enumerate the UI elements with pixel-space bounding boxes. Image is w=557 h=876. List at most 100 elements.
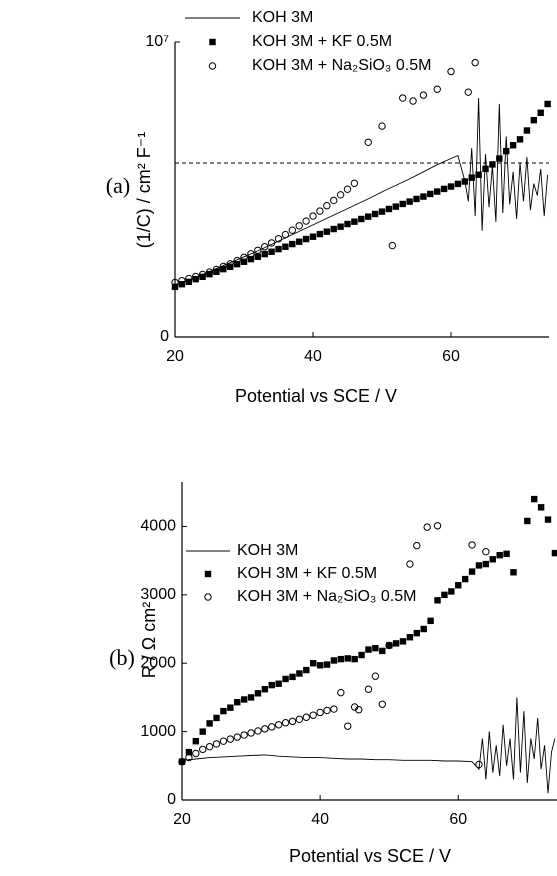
square-marker (399, 200, 406, 208)
circle-marker (171, 278, 179, 287)
square-marker (537, 109, 544, 116)
x-tick-label: 20 (166, 348, 184, 365)
square-marker (406, 634, 414, 641)
y-axis-title: R / Ω cm² (139, 602, 159, 678)
circle-marker (309, 711, 317, 719)
circle-marker (378, 122, 386, 130)
square-marker (206, 270, 213, 278)
square-marker (323, 661, 331, 668)
square-marker (372, 644, 379, 652)
square-marker (344, 655, 351, 662)
circle-marker (185, 274, 193, 283)
square-marker (178, 758, 186, 765)
square-marker (254, 253, 262, 260)
circle-marker (219, 262, 228, 271)
square-marker (192, 275, 199, 283)
panel-label: (b) (109, 645, 135, 670)
circle-marker (350, 179, 359, 188)
square-marker (309, 233, 317, 240)
square-marker (220, 265, 227, 273)
circle-marker (399, 94, 407, 102)
circle-marker (482, 548, 490, 556)
circle-marker (409, 97, 417, 105)
circle-marker (267, 239, 276, 247)
square-marker (337, 655, 345, 663)
square-marker (413, 195, 420, 203)
circle-marker (178, 276, 186, 285)
square-marker (413, 629, 421, 637)
square-marker (303, 666, 310, 674)
square-marker (213, 268, 220, 276)
square-marker (385, 205, 393, 213)
square-marker (468, 568, 476, 575)
y-tick-label: 2000 (140, 654, 176, 671)
circle-marker (288, 226, 297, 234)
square-marker (447, 183, 455, 190)
circle-marker (371, 672, 380, 680)
square-marker (420, 625, 427, 633)
square-marker (330, 225, 337, 233)
x-tick-label: 40 (311, 811, 329, 828)
square-marker (434, 597, 441, 604)
legend-marker (209, 38, 216, 46)
circle-marker (464, 88, 472, 96)
circle-marker (205, 268, 214, 276)
square-marker (275, 680, 282, 687)
square-marker (171, 283, 179, 291)
square-marker (289, 673, 296, 681)
square-marker (378, 208, 386, 215)
x-tick-label: 60 (442, 348, 460, 365)
circle-marker (274, 721, 283, 729)
circle-marker (364, 685, 373, 693)
square-marker (337, 223, 344, 230)
circle-marker (447, 67, 455, 76)
square-marker (441, 591, 448, 599)
circle-marker (192, 272, 200, 281)
square-marker (524, 517, 531, 525)
square-marker (475, 562, 483, 569)
x-tick-label: 60 (449, 811, 467, 828)
circle-marker (388, 241, 397, 250)
square-marker (344, 220, 351, 228)
square-marker (503, 147, 510, 155)
circle-marker (344, 722, 352, 730)
square-marker (234, 699, 241, 706)
square-marker (440, 185, 448, 193)
circle-marker (254, 727, 262, 735)
square-marker (544, 516, 552, 523)
square-marker (530, 116, 538, 124)
legend-label: KOH 3M (237, 542, 298, 559)
square-marker (385, 642, 393, 649)
circle-marker (240, 253, 248, 262)
square-marker (240, 258, 248, 265)
legend-label: KOH 3M + KF 0.5M (252, 33, 392, 50)
square-marker (316, 230, 324, 238)
x-tick-label: 40 (304, 348, 322, 365)
circle-marker (212, 740, 221, 748)
square-marker (185, 748, 193, 756)
square-marker (531, 495, 538, 503)
circle-marker (274, 235, 283, 243)
circle-marker (261, 243, 269, 251)
square-marker (296, 238, 303, 245)
square-marker (206, 720, 213, 727)
square-marker (323, 228, 331, 235)
circle-marker (219, 737, 228, 745)
circle-marker (240, 731, 248, 739)
legend-label: KOH 3M (252, 9, 313, 26)
y-tick-label: 0 (167, 791, 176, 808)
circle-marker (281, 230, 290, 239)
square-marker (240, 696, 248, 703)
circle-marker (468, 541, 476, 549)
circle-marker (316, 708, 324, 717)
square-marker (468, 174, 475, 181)
circle-marker (295, 222, 303, 230)
square-marker (489, 556, 496, 563)
square-marker (365, 646, 372, 653)
square-marker (392, 640, 400, 647)
legend-label: KOH 3M + Na₂SiO₃ 0.5M (237, 588, 416, 605)
circle-marker (288, 717, 297, 726)
panel-label: (a) (106, 173, 130, 198)
square-marker (227, 704, 234, 711)
